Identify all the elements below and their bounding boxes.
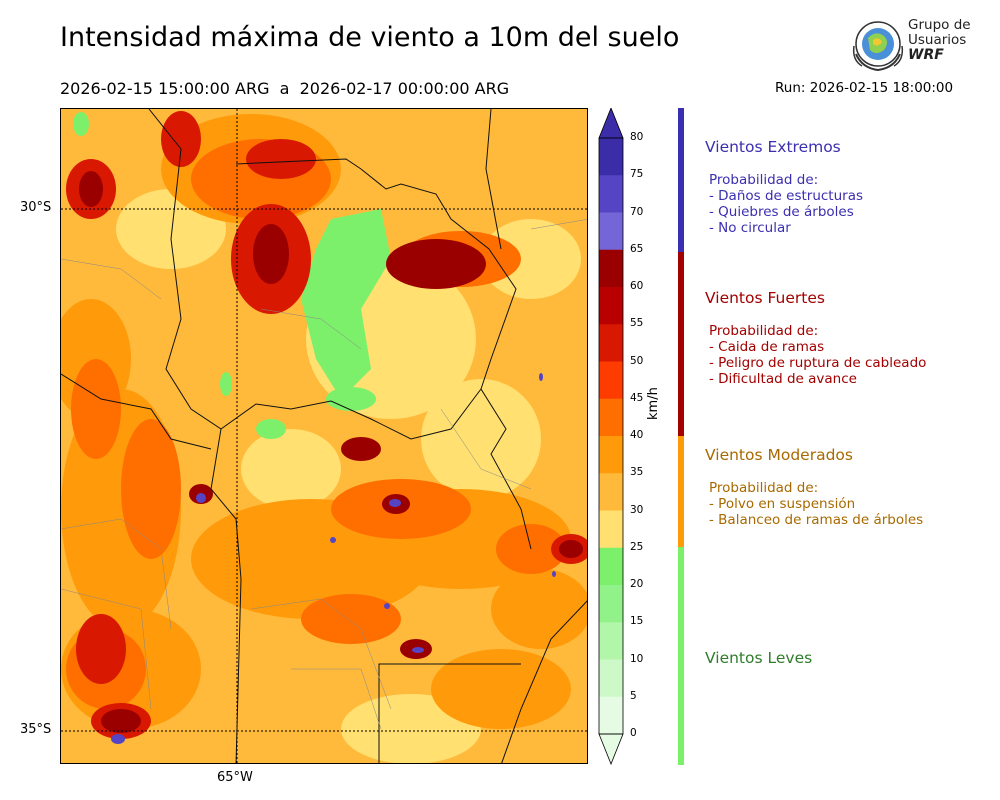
category-bar-light bbox=[678, 547, 684, 765]
colorbar-band-5 bbox=[599, 659, 623, 698]
category-title-extreme: Vientos Extremos bbox=[705, 138, 841, 156]
forecast-period: 2026-02-15 15:00:00 ARG a 2026-02-17 00:… bbox=[60, 79, 510, 98]
colorbar-tick-label: 15 bbox=[630, 615, 644, 628]
colorbar-band-75 bbox=[599, 138, 623, 176]
department-borders bbox=[61, 219, 587, 730]
logo-text: Grupo de Usuarios WRF bbox=[908, 17, 971, 63]
run-time: Run: 2026-02-15 18:00:00 bbox=[775, 80, 954, 96]
lat-label-35s: 35°S bbox=[20, 722, 52, 737]
field-65-plus bbox=[111, 373, 556, 744]
colorbar-tick-label: 20 bbox=[630, 578, 644, 590]
colorbar-band-20 bbox=[599, 547, 623, 586]
colorbar-band-40 bbox=[599, 398, 623, 437]
category-bar-extreme bbox=[678, 108, 684, 252]
lat-label-30s: 30°S bbox=[20, 200, 52, 215]
colorbar-band-10 bbox=[599, 622, 623, 660]
colorbar-band-25 bbox=[599, 510, 623, 549]
category-desc-strong: Probabilidad de: - Caida de ramas - Pelig… bbox=[709, 323, 927, 387]
field-45-55 bbox=[66, 111, 587, 739]
colorbar-band-55 bbox=[599, 287, 623, 325]
colorbar-tick-label: 55 bbox=[630, 317, 644, 330]
category-title-moderate: Vientos Moderados bbox=[705, 446, 853, 464]
colorbar-band-15 bbox=[599, 585, 623, 623]
colorbar-tick-label: 35 bbox=[630, 466, 644, 479]
colorbar-tick-label: 75 bbox=[630, 168, 644, 181]
lon-label-65w: 65°W bbox=[217, 770, 253, 785]
colorbar-bottom-arrow bbox=[598, 733, 624, 766]
category-desc-moderate: Probabilidad de: - Polvo en suspensión - … bbox=[709, 480, 924, 528]
field-55-65 bbox=[79, 171, 583, 733]
grupo-wrf-logo bbox=[852, 21, 904, 72]
category-title-strong: Vientos Fuertes bbox=[705, 289, 825, 307]
colorbar-tick-label: 40 bbox=[630, 429, 644, 441]
colorbar-tick-label: 80 bbox=[630, 131, 644, 143]
category-title-light: Vientos Leves bbox=[705, 649, 813, 667]
map-title: Intensidad máxima de viento a 10m del su… bbox=[60, 22, 680, 53]
colorbar-band-45 bbox=[599, 361, 623, 400]
colorbar-tick-label: 65 bbox=[630, 242, 644, 255]
colorbar-tick-label: 25 bbox=[630, 540, 644, 553]
colorbar bbox=[598, 108, 624, 766]
colorbar-tick-label: 45 bbox=[630, 391, 644, 404]
graticule bbox=[61, 109, 587, 763]
wind-field bbox=[61, 109, 587, 763]
colorbar-band-65 bbox=[599, 212, 623, 251]
colorbar-tick-label: 70 bbox=[630, 205, 644, 218]
colorbar-band-35 bbox=[599, 436, 623, 474]
colorbar-unit: km/h bbox=[646, 387, 661, 420]
field-20-25 bbox=[73, 112, 391, 439]
colorbar-band-0 bbox=[599, 696, 623, 735]
colorbar-band-60 bbox=[599, 249, 623, 288]
colorbar-band-70 bbox=[599, 175, 623, 213]
category-bar-strong bbox=[678, 252, 684, 436]
colorbar-tick-label: 60 bbox=[630, 280, 644, 292]
wind-map bbox=[60, 108, 588, 764]
colorbar-top-arrow bbox=[598, 108, 624, 139]
colorbar-tick-label: 50 bbox=[630, 354, 644, 367]
colorbar-tick-label: 0 bbox=[630, 727, 637, 739]
colorbar-tick-label: 10 bbox=[630, 652, 644, 665]
globe-icon bbox=[852, 21, 904, 72]
category-bar-moderate bbox=[678, 436, 684, 547]
colorbar-tick-label: 5 bbox=[630, 689, 637, 702]
colorbar-band-50 bbox=[599, 324, 623, 362]
colorbar-band-30 bbox=[599, 473, 623, 511]
colorbar-tick-label: 30 bbox=[630, 503, 644, 516]
category-desc-extreme: Probabilidad de: - Daños de estructuras -… bbox=[709, 172, 864, 236]
